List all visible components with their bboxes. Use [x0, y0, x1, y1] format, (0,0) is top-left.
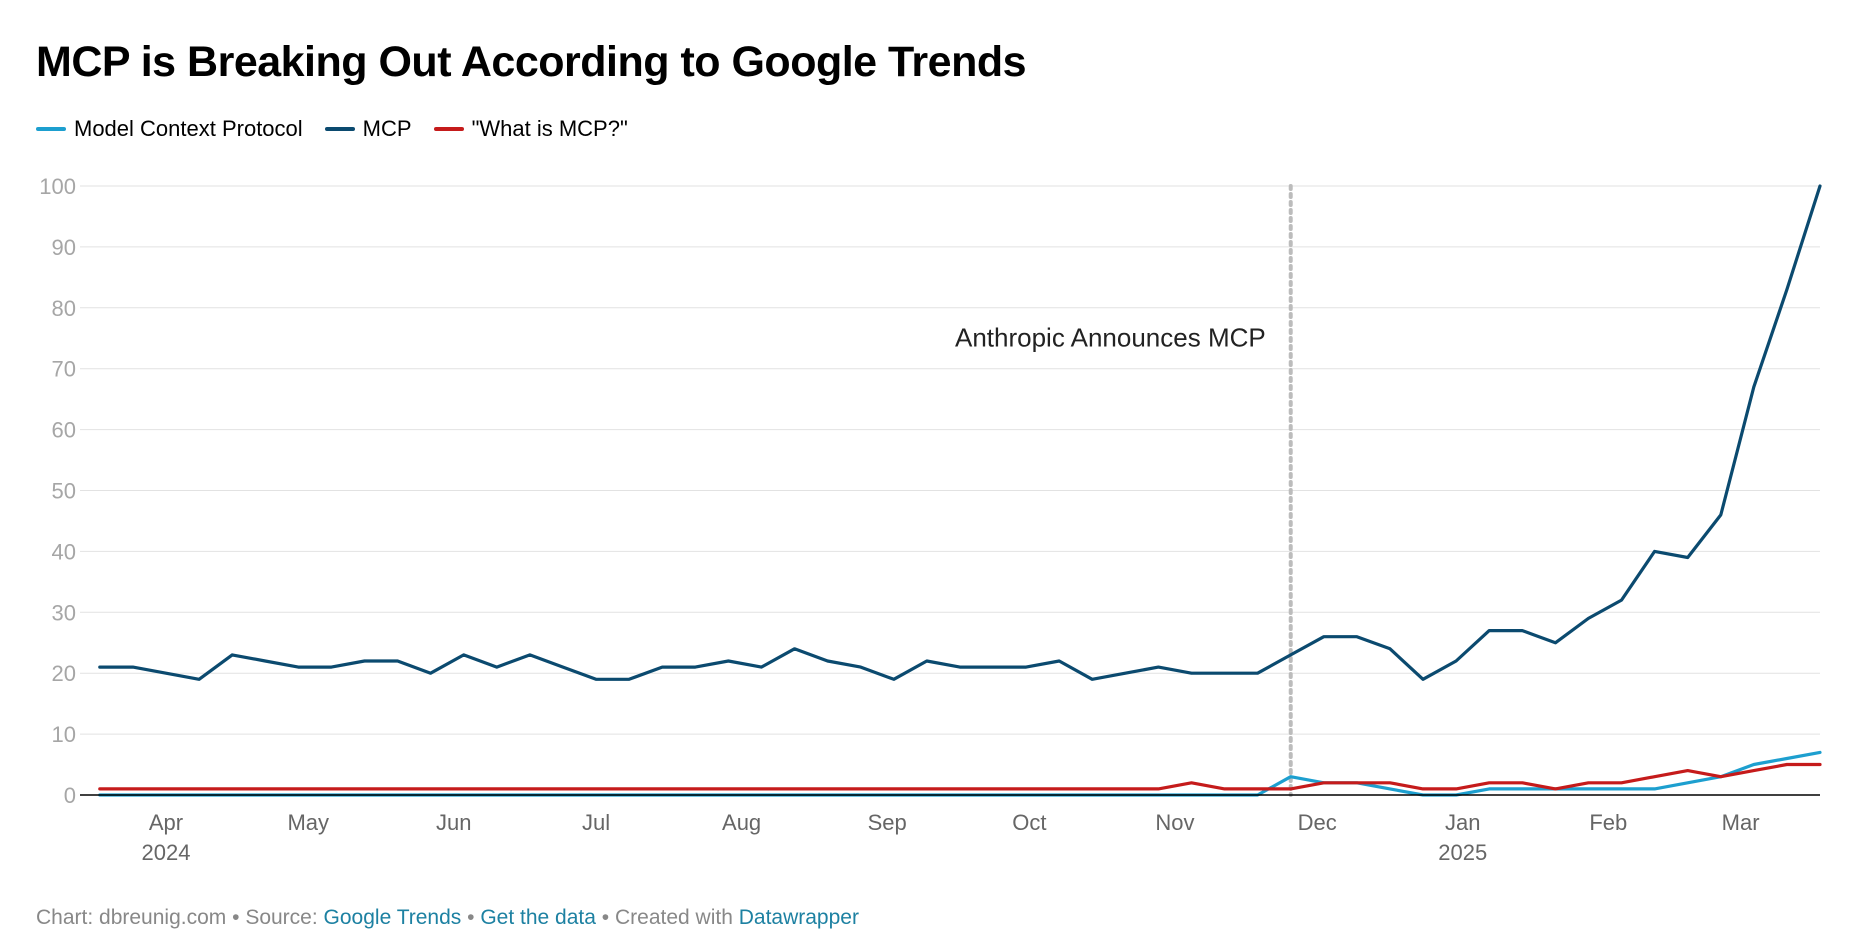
x-tick-year-label: 2024	[142, 840, 191, 865]
x-tick-label: Jul	[582, 810, 610, 835]
y-tick-label: 100	[39, 174, 76, 199]
y-tick-label: 10	[52, 722, 76, 747]
footer-separator: •	[467, 906, 475, 929]
legend-swatch-mcp	[324, 127, 355, 131]
x-tick-label: Aug	[722, 810, 761, 835]
legend-label-what-is-mcp: "What is MCP?"	[471, 116, 628, 141]
x-tick-label: Dec	[1298, 810, 1337, 835]
x-tick-label: Feb	[1589, 810, 1627, 835]
x-tick-label: Jun	[436, 810, 471, 835]
legend-item-mcp: MCP	[324, 116, 412, 142]
datawrapper-link[interactable]: Datawrapper	[738, 906, 859, 929]
legend-label-mcp: MCP	[362, 116, 412, 141]
y-tick-label: 90	[52, 235, 76, 260]
x-tick-label: Oct	[1012, 810, 1046, 835]
x-tick-label: Nov	[1155, 810, 1194, 835]
y-tick-label: 70	[52, 357, 76, 382]
legend: Model Context Protocol MCP "What is MCP?…	[36, 116, 650, 142]
x-tick-label: Jan	[1445, 810, 1480, 835]
series-line-what-is-mcp	[98, 762, 1822, 791]
y-tick-label: 60	[52, 418, 76, 443]
source-link[interactable]: Google Trends	[323, 906, 462, 929]
footer-separator: •	[232, 906, 240, 929]
y-tick-label: 0	[64, 783, 76, 808]
annotation-label: Anthropic Announces MCP	[955, 322, 1266, 352]
line-chart: 0 10 20 30 40 50 60 70 80 90 100 Apr 2024 May Jun Jul Au…	[39, 174, 1822, 865]
legend-item-what-is-mcp: "What is MCP?"	[433, 116, 628, 142]
y-tick-label: 80	[52, 296, 76, 321]
footer-chart-credit: Chart: dbreunig.com	[36, 906, 227, 929]
y-tick-label: 50	[52, 479, 76, 504]
x-tick-label: Mar	[1722, 810, 1760, 835]
chart-footer: Chart: dbreunig.com • Source: Google Tre…	[36, 906, 859, 930]
footer-source-label: Source:	[245, 906, 318, 929]
series-line-mcp	[98, 184, 1822, 681]
legend-swatch-what-is-mcp	[433, 127, 464, 131]
x-tick-year-label: 2025	[1438, 840, 1487, 865]
x-tick-label: Apr	[149, 810, 183, 835]
y-tick-label: 20	[52, 661, 76, 686]
legend-swatch-model-context-protocol	[36, 127, 66, 131]
y-tick-label: 40	[52, 539, 76, 564]
footer-separator: •	[601, 906, 610, 929]
legend-item-model-context-protocol: Model Context Protocol	[36, 116, 303, 142]
legend-label-model-context-protocol: Model Context Protocol	[74, 116, 303, 141]
y-tick-label: 30	[52, 600, 76, 625]
x-tick-label: Sep	[868, 810, 907, 835]
x-tick-label: May	[287, 810, 329, 835]
get-data-link[interactable]: Get the data	[480, 906, 596, 929]
chart-title: MCP is Breaking Out According to Google …	[36, 38, 1027, 86]
footer-created-with: Created with	[614, 906, 733, 929]
